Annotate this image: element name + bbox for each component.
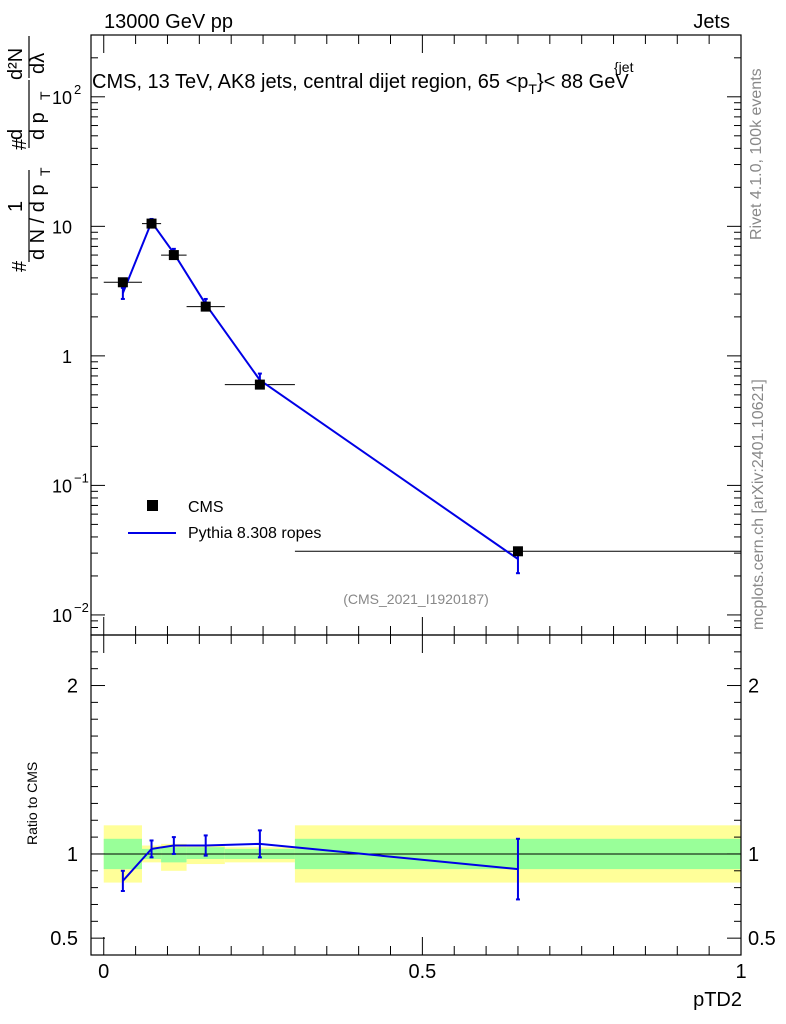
- plot-title: CMS, 13 TeV, AK8 jets, central dijet reg…: [92, 71, 629, 97]
- ratio-ytick-label-right-2: 2: [748, 676, 759, 698]
- cms-point-1: [146, 218, 157, 229]
- ratio-pythia-line: [122, 842, 519, 882]
- legend-cms-marker: [147, 500, 158, 511]
- ylabel-den: d N / d p: [27, 184, 49, 260]
- title-end: }< 88 GeV: [537, 71, 629, 93]
- title-sub: T: [528, 81, 537, 97]
- main-marks: [103, 217, 741, 575]
- ylabel-right-num: d²N: [5, 48, 27, 80]
- main-ytick-label-4: 10: [52, 88, 72, 108]
- analysis-watermark: (CMS_2021_I1920187): [343, 591, 489, 607]
- ratio-axes: 0.5 0.51 12 20 0.5 1: [50, 634, 776, 983]
- x-tick-label-0: 0: [98, 961, 109, 983]
- cms-point-3: [200, 301, 211, 312]
- main-ytick-label-2: 1: [62, 347, 72, 367]
- mcplots-label: mcplots.cern.ch [arXiv:2401.10621]: [750, 379, 767, 630]
- header-jets: Jets: [693, 11, 730, 33]
- legend: CMS Pythia 8.308 ropes: [128, 499, 321, 542]
- cms-point-4: [254, 379, 265, 390]
- main-ylabel: # 1 d N / d p T # d d p T d²N dλ: [5, 36, 53, 272]
- ylabel-hash2: #: [9, 138, 31, 150]
- x-axis-label: pTD2: [693, 989, 742, 1011]
- ylabel-den-sub: T: [37, 167, 53, 176]
- ratio-ytick-label-left-0: 0.5: [50, 928, 78, 950]
- ratio-ytick-label-left-2: 2: [67, 676, 78, 698]
- main-ytick-exp-0: −2: [74, 600, 89, 615]
- cms-point-5: [512, 546, 523, 557]
- cms-point-2: [168, 250, 179, 261]
- ylabel-num: 1: [5, 201, 27, 212]
- legend-cms-label: CMS: [188, 499, 224, 516]
- ratio-ytick-label-left-1: 1: [67, 844, 78, 866]
- ratio-ytick-label-right-1: 1: [748, 844, 759, 866]
- main-ytick-label-1: 10: [52, 476, 72, 496]
- main-ytick-label-0: 10: [52, 606, 72, 626]
- main-ytick-exp-1: −1: [74, 470, 89, 485]
- x-tick-label-1: 0.5: [408, 961, 436, 983]
- ratio-frame: [90, 634, 742, 956]
- ratio-marks: [120, 829, 520, 901]
- cms-point-0: [117, 277, 128, 288]
- x-tick-label-2: 1: [735, 961, 746, 983]
- header-energy: 13000 GeV pp: [104, 11, 233, 33]
- main-frame: [90, 34, 742, 636]
- pythia-line: [121, 219, 519, 560]
- ylabel-frac2-den: d p: [27, 112, 49, 140]
- rivet-label: Rivet 4.1.0, 100k events: [748, 68, 765, 240]
- title-sup: {jet: [614, 59, 634, 75]
- ratio-ylabel: Ratio to CMS: [24, 762, 40, 845]
- ylabel-frac2-den-sub: T: [37, 91, 53, 100]
- ylabel-right-den: dλ: [27, 53, 49, 74]
- ratio-ytick-label-right-0: 0.5: [748, 928, 776, 950]
- main-ytick-exp-4: 2: [74, 82, 81, 97]
- legend-pythia-label: Pythia 8.308 ropes: [188, 525, 321, 542]
- ylabel-frac2-num: d: [5, 129, 27, 140]
- ylabel-hash1: #: [9, 260, 31, 272]
- main-ytick-label-3: 10: [52, 217, 72, 237]
